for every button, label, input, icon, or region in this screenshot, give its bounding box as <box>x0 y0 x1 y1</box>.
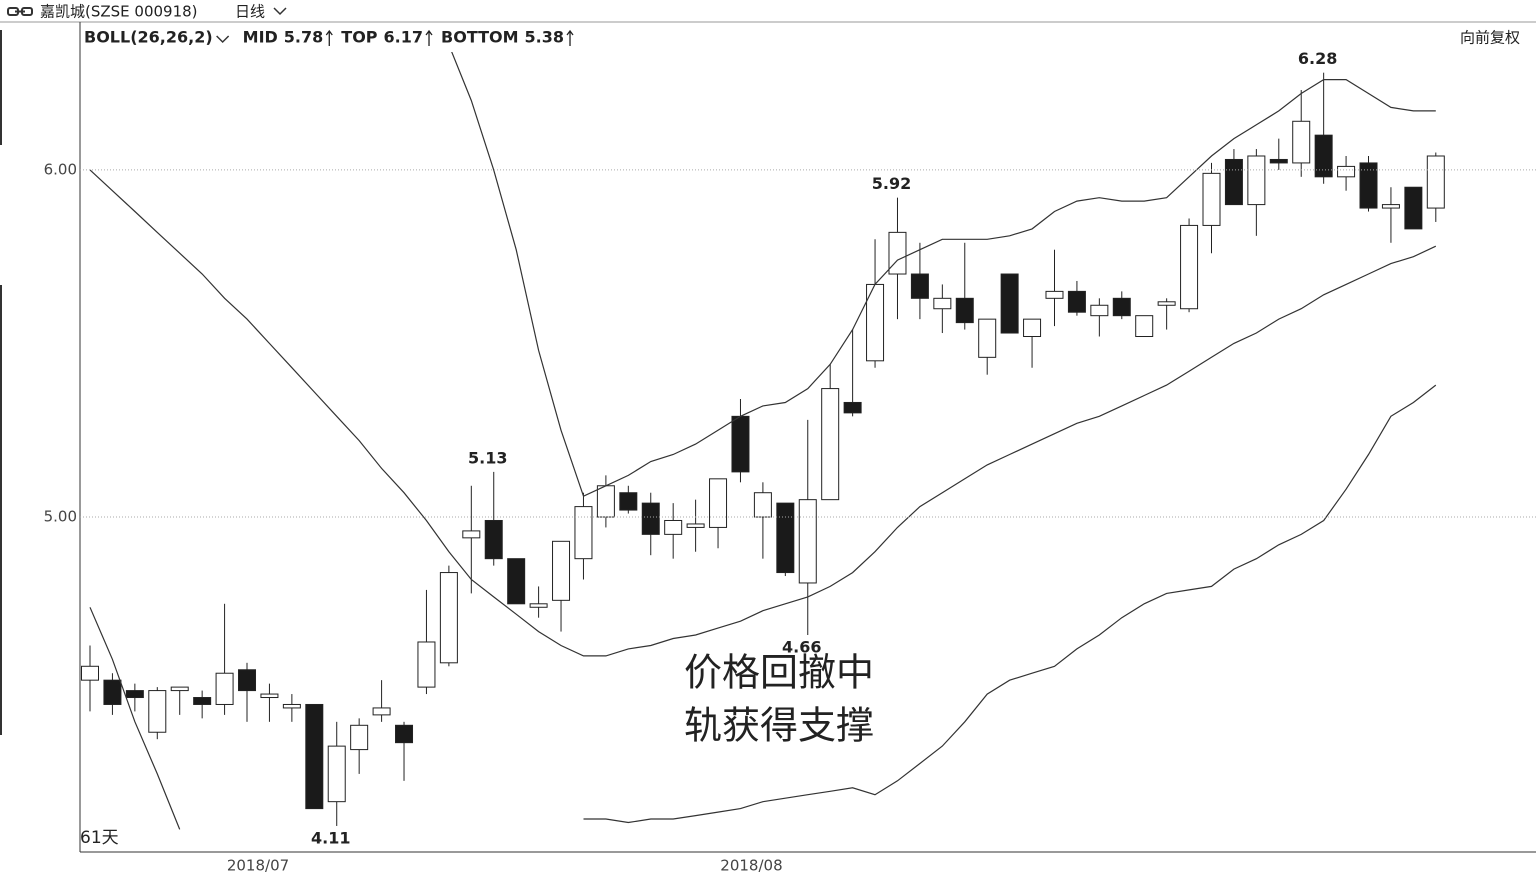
legend-name: MID <box>243 28 278 47</box>
candle-body <box>372 707 391 716</box>
adjust-mode[interactable]: 向前复权 <box>1460 29 1520 47</box>
candle-body <box>1090 304 1109 317</box>
candle-body <box>1067 290 1086 313</box>
candle-body <box>395 724 414 744</box>
legend-arrow <box>325 29 333 46</box>
extreme-label: 5.13 <box>468 448 507 467</box>
candle-body <box>596 485 615 518</box>
candle-body <box>978 318 997 358</box>
candle-body <box>193 697 212 705</box>
candle-body <box>327 745 346 803</box>
candle-body <box>933 297 952 310</box>
candle-body <box>1023 318 1042 338</box>
candle-body <box>709 478 728 528</box>
x-tick-label: 2018/07 <box>227 857 289 875</box>
candle-body <box>1337 165 1356 178</box>
stock-title: 嘉凯城(SZSE 000918) <box>40 3 198 21</box>
candle-body <box>1157 301 1176 306</box>
candle-body <box>282 703 301 709</box>
candle-body <box>798 499 817 584</box>
legend-name: TOP <box>341 28 378 47</box>
link-icon[interactable] <box>7 7 33 16</box>
candle-body <box>552 540 571 601</box>
legend-arrow <box>566 29 574 46</box>
legend-value: 5.38 <box>525 28 564 47</box>
extreme-label: 5.92 <box>872 174 911 193</box>
candle-body <box>1112 297 1131 317</box>
candle-body <box>1426 155 1445 209</box>
indicator-name[interactable]: BOLL(26,26,2) <box>84 28 213 47</box>
candle-body <box>148 690 167 733</box>
candle-body <box>1314 134 1333 178</box>
candle-body <box>776 502 795 574</box>
candle-body <box>238 669 257 692</box>
band-line <box>451 52 1436 498</box>
candle-body <box>260 693 279 699</box>
candle-body <box>753 492 772 518</box>
y-tick-label: 6.00 <box>44 160 77 178</box>
y-tick-label: 5.00 <box>44 508 77 526</box>
legend-value: 5.78 <box>284 28 323 47</box>
candle-body <box>81 665 99 681</box>
candle-body <box>1404 186 1423 230</box>
candle-body <box>1292 120 1311 164</box>
candle-body <box>664 519 683 535</box>
annotation: 轨获得支撑 <box>684 704 874 748</box>
legend-arrow <box>425 29 433 46</box>
candle-body <box>821 388 840 501</box>
candle-body <box>103 679 122 705</box>
candle-body <box>1135 315 1154 338</box>
candle-body <box>417 641 436 688</box>
period-selector[interactable]: 日线 <box>235 3 265 21</box>
candle-body <box>170 686 189 692</box>
candle-body <box>484 519 503 560</box>
candle-body <box>1000 273 1019 334</box>
candle-body <box>1247 155 1266 206</box>
plot-area <box>81 52 1445 830</box>
extreme-label: 6.28 <box>1298 49 1337 68</box>
candle-body <box>686 523 705 528</box>
candle-body <box>1269 158 1288 164</box>
candle-body <box>529 603 548 608</box>
legend-name: BOTTOM <box>441 28 519 47</box>
candle-body <box>507 558 526 605</box>
candle-body <box>1045 290 1064 299</box>
candle-body <box>910 273 929 299</box>
candle-body <box>1359 162 1378 209</box>
candle-body <box>843 401 862 414</box>
candle-body <box>619 492 638 511</box>
count-label: 61天 <box>80 828 119 848</box>
legend-value: 6.17 <box>384 28 423 47</box>
annotation: 价格回撤中 <box>684 651 874 695</box>
dropdown-arrow[interactable] <box>216 35 230 44</box>
x-tick-label: 2018/08 <box>720 857 782 875</box>
candle-body <box>955 297 974 324</box>
candle-body <box>1180 224 1199 310</box>
candle-body <box>731 415 750 473</box>
candle-body <box>305 703 324 810</box>
candle-body <box>125 690 144 699</box>
candle-body <box>888 231 907 275</box>
dropdown-arrow[interactable] <box>273 7 287 16</box>
candle-body <box>1381 204 1400 209</box>
extreme-label: 4.66 <box>782 638 821 657</box>
band-line <box>89 169 1437 657</box>
candle-body <box>350 724 369 751</box>
candle-body <box>215 672 234 705</box>
candle-body <box>1202 172 1221 226</box>
candle-body <box>641 502 660 535</box>
candle-body <box>462 530 481 539</box>
candle-body <box>1224 158 1243 206</box>
band-line <box>89 384 1437 830</box>
candle-body <box>439 572 458 664</box>
extreme-label: 4.11 <box>311 828 350 847</box>
candle-body <box>574 506 593 560</box>
